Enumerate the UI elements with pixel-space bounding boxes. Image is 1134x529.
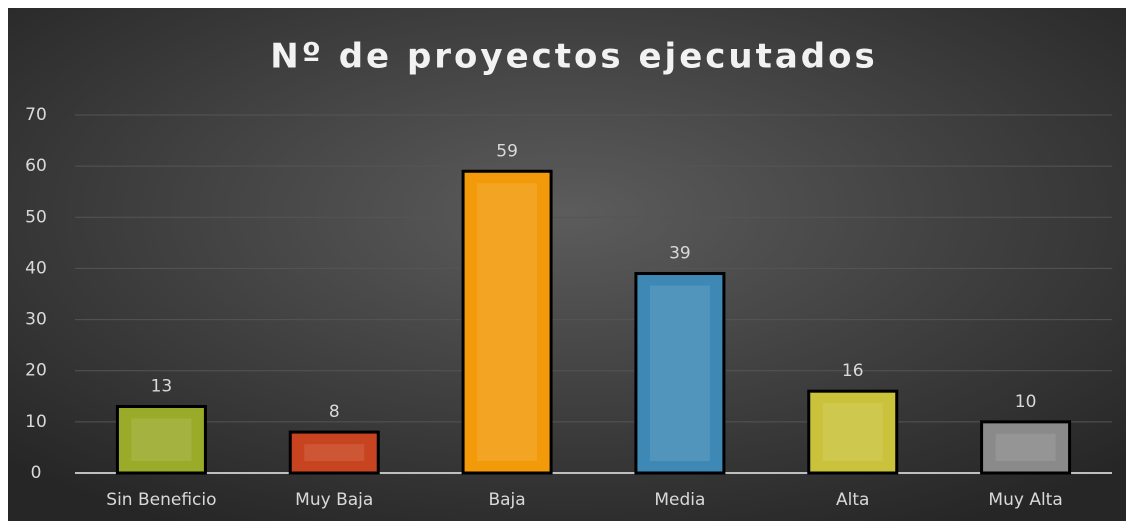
y-tick-label: 20 [25, 361, 47, 381]
y-tick-label: 30 [25, 310, 47, 330]
x-tick-label: Media [654, 490, 705, 510]
bar-highlight [995, 433, 1056, 461]
y-tick-label: 0 [31, 463, 42, 483]
value-label: 59 [496, 141, 518, 161]
bar [288, 430, 380, 475]
bar [115, 405, 207, 475]
value-label: 16 [842, 361, 864, 381]
bar [807, 389, 899, 475]
bar-highlight [304, 444, 365, 461]
x-tick-label: Sin Beneficio [106, 490, 216, 510]
y-tick-label: 70 [25, 105, 47, 125]
x-tick-label: Baja [488, 490, 525, 510]
value-label: 39 [669, 244, 691, 264]
bar-highlight [131, 418, 192, 461]
x-tick-label: Muy Baja [295, 490, 373, 510]
x-tick-label: Muy Alta [988, 490, 1062, 510]
y-tick-label: 40 [25, 258, 47, 278]
value-label: 13 [151, 377, 173, 397]
bar-highlight [822, 403, 883, 461]
bar-highlight [649, 285, 710, 461]
x-tick-label: Alta [836, 490, 869, 510]
y-tick-label: 60 [25, 156, 47, 176]
bar [461, 169, 553, 475]
value-label: 10 [1015, 392, 1037, 412]
bar-highlight [477, 183, 538, 461]
y-tick-label: 50 [25, 207, 47, 227]
chart-title: Nº de proyectos ejecutados [270, 37, 878, 77]
bar [980, 420, 1072, 475]
y-tick-label: 10 [25, 412, 47, 432]
bar [634, 272, 726, 475]
value-label: 8 [329, 402, 340, 422]
